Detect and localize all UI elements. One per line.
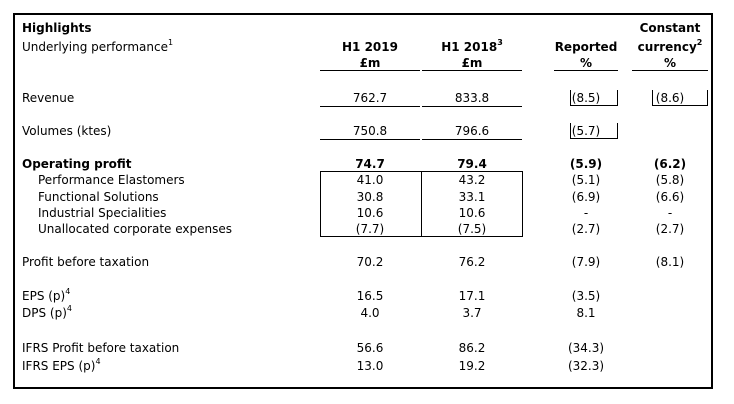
- cell-revenue-reported: (8.5): [571, 91, 601, 105]
- row-label-industrial-specialities: Industrial Specialities: [38, 206, 167, 220]
- cell-ifrs-pbt-2018: 86.2: [458, 341, 486, 355]
- table-title: Highlights: [22, 21, 92, 35]
- col-reported-unit: %: [579, 56, 593, 70]
- cell-unalloc-2019: (7.7): [355, 222, 385, 236]
- cell-ifrs-eps-2018: 19.2: [458, 359, 486, 373]
- cell-eps-2018: 17.1: [458, 289, 486, 303]
- row-label-unallocated: Unallocated corporate expenses: [38, 222, 233, 236]
- highlights-table-frame: [13, 13, 713, 389]
- cell-pe-2019: 41.0: [356, 173, 384, 187]
- row-label-ifrs-eps: IFRS EPS (p)4: [22, 357, 101, 374]
- cell-ifrs-pbt-reported: (34.3): [567, 341, 605, 355]
- col-h1-2018-header: H1 20183: [441, 38, 503, 55]
- cell-op-profit-constant: (6.2): [653, 157, 687, 171]
- header-underline-h1-2018: [422, 70, 522, 71]
- row-label-ifrs-pbt: IFRS Profit before taxation: [22, 341, 180, 355]
- cell-dps-2019: 4.0: [360, 306, 380, 320]
- revenue-reported-bracket: [570, 90, 618, 106]
- header-underline-reported: [554, 70, 618, 71]
- row-label-eps: EPS (p)4: [22, 287, 71, 304]
- cell-volumes-2019: 750.8: [352, 124, 388, 138]
- cell-eps-reported: (3.5): [571, 289, 601, 303]
- cell-is-2019: 10.6: [356, 206, 384, 220]
- cell-pbt-reported: (7.9): [571, 255, 601, 269]
- col-h1-2018-unit: £m: [461, 56, 483, 70]
- cell-fs-2018: 33.1: [458, 190, 486, 204]
- cell-is-constant: -: [667, 206, 673, 220]
- volumes-reported-bracket: [570, 123, 618, 139]
- row-label-revenue: Revenue: [22, 91, 75, 105]
- row-label-functional-solutions: Functional Solutions: [38, 190, 159, 204]
- col-constant-header-line1: Constant: [639, 21, 701, 35]
- col-h1-2019-header: H1 2019: [342, 40, 398, 54]
- cell-op-profit-reported: (5.9): [569, 157, 603, 171]
- row-label-operating-profit: Operating profit: [22, 157, 132, 171]
- cell-unalloc-2018: (7.5): [457, 222, 487, 236]
- cell-pbt-2018: 76.2: [458, 255, 486, 269]
- cell-volumes-2018: 796.6: [454, 124, 490, 138]
- cell-eps-2019: 16.5: [356, 289, 384, 303]
- cell-fs-constant: (6.6): [655, 190, 685, 204]
- header-underline-constant: [632, 70, 708, 71]
- cell-is-2018: 10.6: [458, 206, 486, 220]
- cell-revenue-2019: 762.7: [352, 91, 388, 105]
- volumes-rule-2018: [422, 139, 522, 140]
- header-underline-h1-2019: [320, 70, 420, 71]
- cell-ifrs-eps-reported: (32.3): [567, 359, 605, 373]
- cell-pbt-2019: 70.2: [356, 255, 384, 269]
- cell-pe-constant: (5.8): [655, 173, 685, 187]
- row-label-pbt: Profit before taxation: [22, 255, 150, 269]
- cell-volumes-reported: (5.7): [571, 124, 601, 138]
- row-label-performance-elastomers: Performance Elastomers: [38, 173, 185, 187]
- cell-pbt-constant: (8.1): [655, 255, 685, 269]
- cell-revenue-2018: 833.8: [454, 91, 490, 105]
- col-constant-header-line2: currency2: [637, 38, 703, 55]
- volumes-rule-2019: [320, 139, 420, 140]
- col-h1-2019-unit: £m: [359, 56, 381, 70]
- cell-op-profit-2018: 79.4: [457, 157, 487, 171]
- cell-fs-2019: 30.8: [356, 190, 384, 204]
- revenue-rule-2019: [320, 106, 420, 107]
- cell-is-reported: -: [583, 206, 589, 220]
- cell-fs-reported: (6.9): [571, 190, 601, 204]
- cell-pe-2018: 43.2: [458, 173, 486, 187]
- row-label-volumes: Volumes (ktes): [22, 124, 112, 138]
- cell-revenue-constant: (8.6): [655, 91, 685, 105]
- cell-dps-2018: 3.7: [462, 306, 482, 320]
- cell-pe-reported: (5.1): [571, 173, 601, 187]
- revenue-rule-2018: [422, 106, 522, 107]
- cell-unalloc-constant: (2.7): [655, 222, 685, 236]
- cell-ifrs-eps-2019: 13.0: [356, 359, 384, 373]
- cell-ifrs-pbt-2019: 56.6: [356, 341, 384, 355]
- cell-dps-reported: 8.1: [576, 306, 596, 320]
- col-constant-unit: %: [663, 56, 677, 70]
- table-subtitle: Underlying performance1: [22, 38, 174, 55]
- revenue-constant-bracket: [652, 90, 708, 106]
- segment-box-2018: [421, 171, 523, 237]
- row-label-dps: DPS (p)4: [22, 304, 72, 321]
- cell-unalloc-reported: (2.7): [571, 222, 601, 236]
- cell-op-profit-2019: 74.7: [355, 157, 385, 171]
- col-reported-header: Reported: [554, 40, 618, 54]
